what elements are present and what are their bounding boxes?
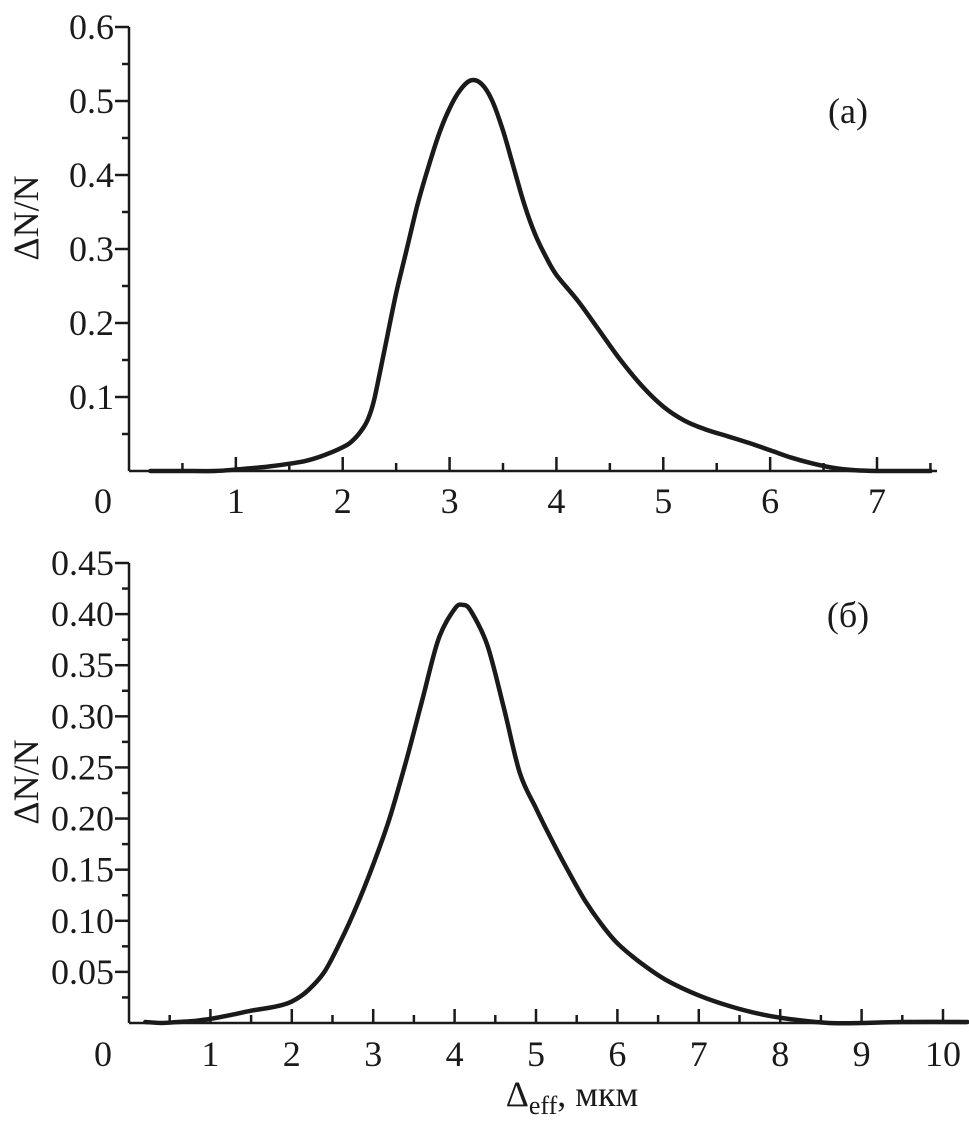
x-axis-title-delta: Δ [506,1074,529,1114]
panel-a-y-tick-label: 0.6 [69,7,114,47]
panel-a-x-tick-label: 5 [654,481,672,521]
panel-a-series-line [148,77,933,474]
panel-b-x-tick-label: 9 [853,1034,871,1074]
panel-a-x-tick-label: 6 [761,481,779,521]
panel-b-chart: (б) ΔN/N Δeff, мкм 0.05 0.10 0.15 0.20 0.25 0… [6,543,969,1120]
panel-b-y-tick-label: 0.45 [51,543,114,583]
panel-b-x-tick-label: 6 [608,1034,626,1074]
panel-b-y-tick-label: 0.05 [51,952,114,992]
x-axis-title-unit: , мкм [557,1074,638,1114]
panel-a-x-tick-label: 1 [227,481,245,521]
panel-a-x-tick-label: 7 [868,481,886,521]
panel-a-x-tick-label: 4 [547,481,565,521]
panel-a-y-axis-title: ΔN/N [6,175,46,260]
panel-b-x-tick-label: 0 [94,1034,112,1074]
x-axis-title-subscript: eff [529,1091,558,1120]
panel-b-label: (б) [827,595,869,635]
panel-b-x-tick-label: 5 [527,1034,545,1074]
panel-b-y-tick-label: 0.15 [51,850,114,890]
panel-b-y-tick-label: 0.25 [51,747,114,787]
panel-a-y-tick-label: 0.5 [69,81,114,121]
panel-a-chart: (a) ΔN/N 0.1 0.2 0.3 0.4 0.5 0.6 0 1 2 3 4 5 6 7 [6,7,937,521]
panel-b-y-tick-label: 0.40 [51,594,114,634]
panel-a-y-tick-label: 0.3 [69,229,114,269]
panel-a-y-tick-label: 0.4 [69,155,114,195]
panel-b-x-tick-label: 7 [690,1034,708,1074]
panel-b-x-axis-title: Δeff, мкм [506,1074,639,1120]
panel-b-x-tick-label: 8 [771,1034,789,1074]
panel-b-x-tick-label: 1 [201,1034,219,1074]
panel-b-y-axis-title: ΔN/N [6,739,46,824]
panel-a-label: (a) [828,91,868,131]
panel-b-series-line [143,602,969,1026]
panel-a-x-tick-label: 2 [334,481,352,521]
panel-b-x-tick-label: 3 [364,1034,382,1074]
panel-a-x-tick-label: 3 [441,481,459,521]
panel-b-x-tick-label: 4 [446,1034,464,1074]
panel-b-y-tick-label: 0.10 [51,901,114,941]
panel-a-y-tick-label: 0.1 [69,377,114,417]
panel-b-x-tick-label: 10 [925,1034,961,1074]
panel-b-y-tick-label: 0.20 [51,799,114,839]
panel-a-x-tick-label: 0 [94,481,112,521]
panel-b-y-tick-label: 0.30 [51,696,114,736]
panel-a-y-tick-label: 0.2 [69,303,114,343]
panel-b-y-tick-label: 0.35 [51,645,114,685]
panel-b-x-tick-label: 2 [283,1034,301,1074]
